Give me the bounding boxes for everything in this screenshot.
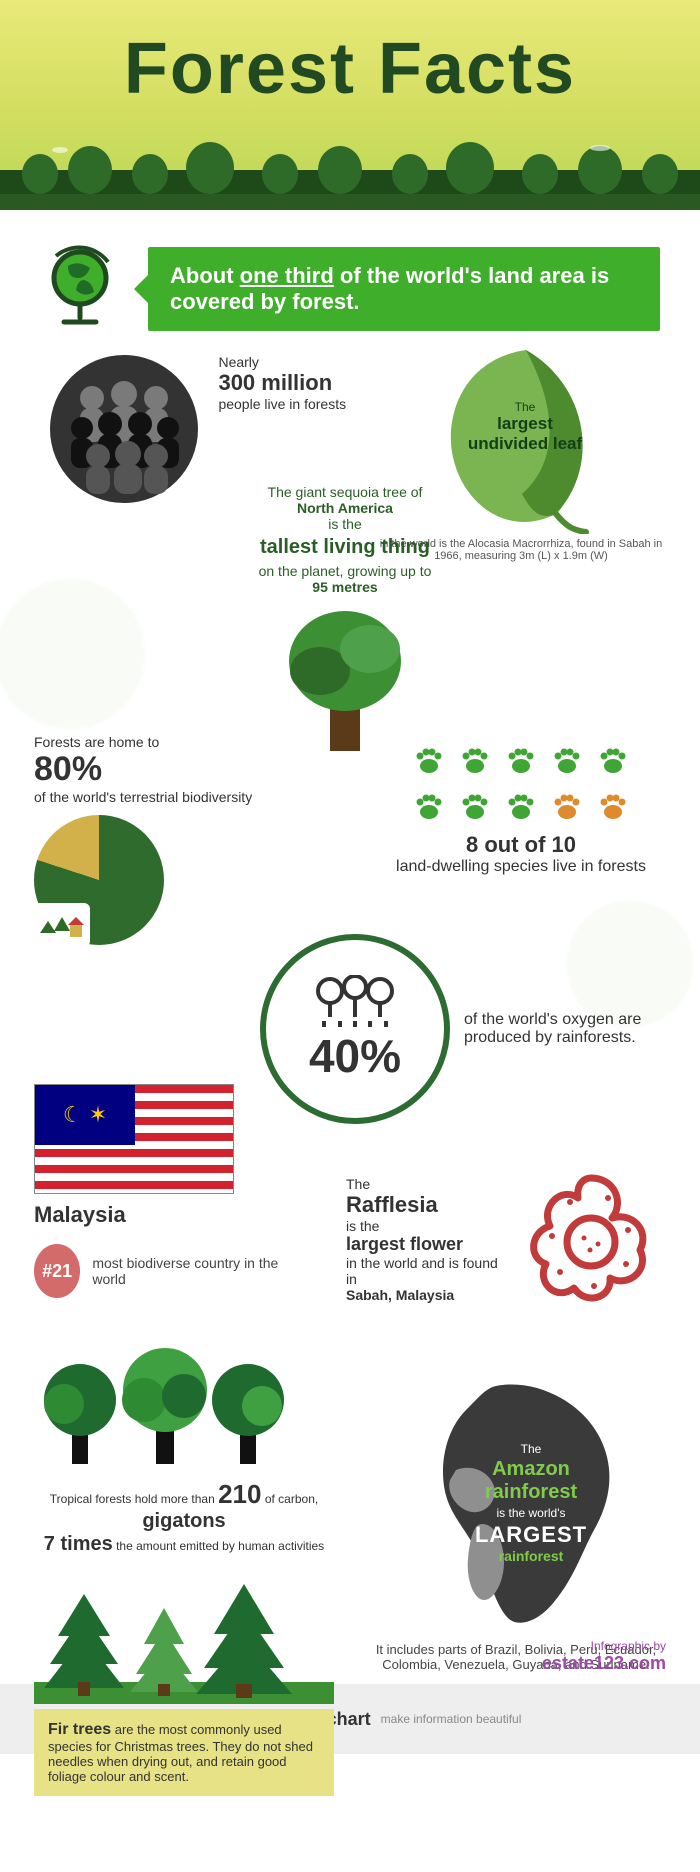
callout-pre: About (170, 263, 240, 288)
fact-biodiversity: Forests are home to 80% of the world's t… (34, 734, 254, 945)
paw-icon (459, 790, 491, 822)
globe-icon (40, 244, 130, 334)
fact-fir: Fir trees are the most commonly used spe… (34, 1564, 334, 1796)
callout-emph: one third (240, 263, 334, 288)
malaysia-flag-icon: ☾ ✶ (34, 1084, 234, 1194)
fact-oxygen: 40% of the world's oxygen are produced b… (260, 934, 660, 1124)
fact-people: Nearly 300 million people live in forest… (44, 354, 354, 504)
oxygen-circle: 40% (260, 934, 450, 1124)
forest-silhouette (0, 140, 700, 210)
people-lead: Nearly (218, 354, 346, 370)
paw-icon (505, 744, 537, 776)
rank-badge: #21 (34, 1244, 80, 1298)
trees-icon (34, 1334, 294, 1474)
paw-icon (413, 790, 445, 822)
paw-icon (597, 744, 629, 776)
amazon-overlay-text: The Amazon rainforest is the world's LAR… (456, 1440, 606, 1564)
fact-rafflesia: The Rafflesia is the largest flower in t… (346, 1164, 666, 1314)
fact-carbon: Tropical forests hold more than 210 of c… (34, 1334, 334, 1556)
paw-icon (459, 744, 491, 776)
header-band: Forest Facts (0, 0, 700, 210)
paw-icon (551, 790, 583, 822)
fact-amazon: The Amazon rainforest is the world's LAR… (366, 1374, 666, 1672)
infographic-credit: Infographic by estate123.com (542, 1639, 666, 1674)
paw-icon (505, 790, 537, 822)
rain-trees-icon (310, 975, 400, 1029)
headline-callout: About one third of the world's land area… (148, 247, 660, 331)
paw-icon (413, 744, 445, 776)
fact-sequoia: The giant sequoia tree of North America … (230, 484, 460, 766)
fact-species: 8 out of 10 land-dwelling species live i… (376, 734, 666, 876)
biodiversity-pie-chart (34, 815, 164, 945)
page-title: Forest Facts (0, 0, 700, 110)
rafflesia-flower-icon (516, 1164, 666, 1314)
fir-text-box: Fir trees are the most commonly used spe… (34, 1709, 334, 1796)
paw-grid (406, 744, 636, 822)
people-tail: people live in forests (218, 396, 346, 412)
callout-section: About one third of the world's land area… (0, 210, 700, 344)
fact-malaysia: ☾ ✶ Malaysia #21 most biodiverse country… (34, 1084, 284, 1298)
leaf-text: The largest undivided leaf (464, 400, 586, 454)
paw-icon (551, 744, 583, 776)
fir-trees-icon (34, 1564, 334, 1704)
paw-icon (597, 790, 629, 822)
people-number: 300 million (218, 370, 346, 396)
infographic-body: Nearly 300 million people live in forest… (0, 344, 700, 1684)
crowd-icon (44, 354, 204, 504)
village-icon (30, 903, 90, 947)
